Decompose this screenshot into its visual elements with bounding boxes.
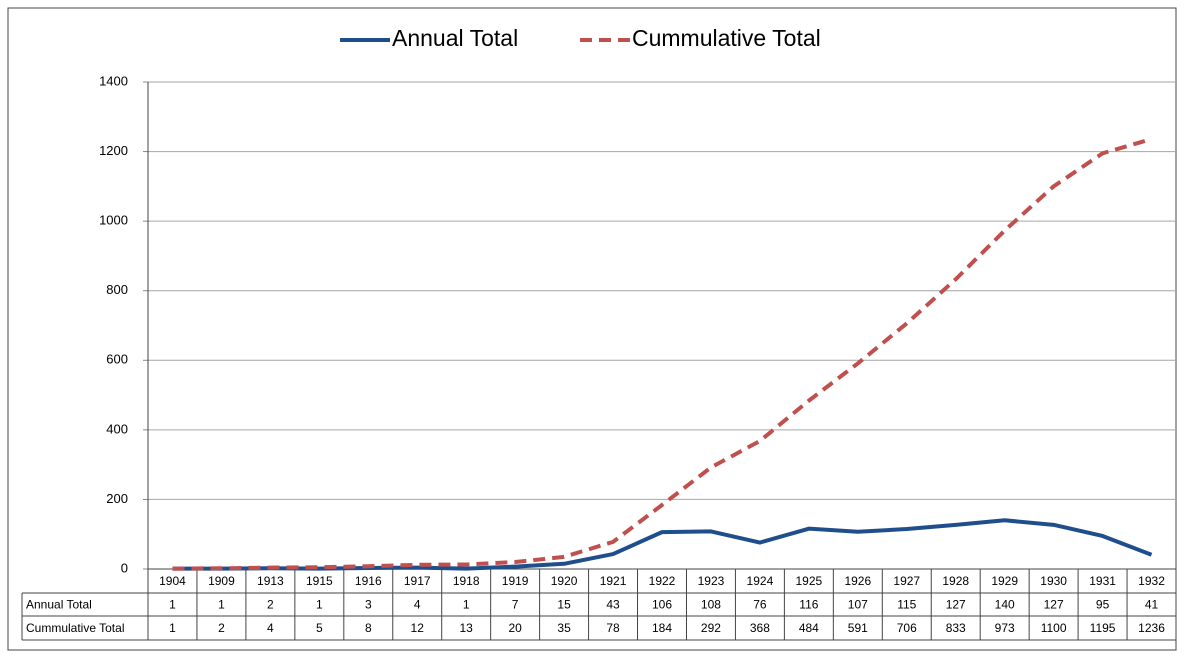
table-value: 116 [799,598,818,612]
table-value: 76 [753,598,767,612]
x-tick-label: 1915 [306,574,333,588]
x-tick-label: 1904 [159,574,186,588]
table-value: 15 [557,598,571,612]
table-value: 2 [218,621,225,635]
x-tick-label: 1932 [1138,574,1165,588]
table-value: 43 [606,598,620,612]
table-value: 41 [1145,598,1159,612]
table-value: 108 [701,598,721,612]
x-tick-label: 1909 [208,574,235,588]
y-tick-label: 1400 [99,73,128,88]
table-value: 8 [365,621,372,635]
table-value: 35 [557,621,571,635]
table-value: 2 [267,598,274,612]
table-value: 973 [995,621,1015,635]
table-value: 13 [460,621,474,635]
table-value: 1 [169,598,176,612]
table-value: 368 [750,621,770,635]
table-value: 7 [512,598,519,612]
y-tick-label: 400 [106,421,128,436]
table-value: 127 [1044,598,1064,612]
y-tick-label: 0 [121,560,128,575]
x-tick-label: 1923 [698,574,725,588]
table-value: 1100 [1041,621,1067,635]
table-value: 107 [848,598,868,612]
table-value: 591 [848,621,868,635]
x-tick-label: 1922 [649,574,676,588]
x-tick-label: 1926 [844,574,871,588]
table-value: 833 [946,621,966,635]
x-tick-label: 1931 [1089,574,1116,588]
table-value: 1 [169,621,176,635]
table-value: 127 [946,598,966,612]
table-value: 1 [316,598,323,612]
y-tick-label: 200 [106,491,128,506]
table-value: 484 [799,621,819,635]
x-tick-label: 1921 [600,574,627,588]
table-value: 1 [218,598,225,612]
x-tick-label: 1925 [796,574,823,588]
table-value: 1 [463,598,470,612]
x-tick-label: 1913 [257,574,284,588]
y-tick-label: 600 [106,352,128,367]
x-tick-label: 1924 [747,574,774,588]
y-tick-label: 1000 [99,213,128,228]
table-value: 1195 [1090,621,1116,635]
table-value: 106 [652,598,672,612]
legend-label: Cummulative Total [632,25,821,51]
table-value: 292 [701,621,721,635]
table-value: 4 [414,598,421,612]
table-value: 5 [316,621,323,635]
x-tick-label: 1927 [893,574,920,588]
chart-border [7,7,1177,651]
table-value: 140 [995,598,1015,612]
x-tick-label: 1916 [355,574,382,588]
x-tick-label: 1929 [991,574,1018,588]
table-value: 1236 [1138,621,1165,635]
x-tick-label: 1919 [502,574,529,588]
table-value: 20 [508,621,522,635]
x-tick-label: 1930 [1040,574,1067,588]
table-value: 3 [365,598,372,612]
table-value: 78 [606,621,620,635]
x-tick-label: 1918 [453,574,480,588]
x-tick-label: 1920 [551,574,578,588]
table-row-header: Cummulative Total [26,621,124,635]
y-tick-label: 1200 [99,143,128,158]
table-value: 706 [897,621,917,635]
table-value: 12 [411,621,425,635]
table-row-header: Annual Total [26,598,92,612]
x-tick-label: 1917 [404,574,431,588]
x-tick-label: 1928 [942,574,969,588]
legend-label: Annual Total [392,25,518,51]
table-value: 115 [897,598,916,612]
table-value: 95 [1096,598,1110,612]
table-value: 184 [652,621,672,635]
data-line [172,137,1153,571]
table-value: 4 [267,621,274,635]
y-tick-label: 800 [106,282,128,297]
